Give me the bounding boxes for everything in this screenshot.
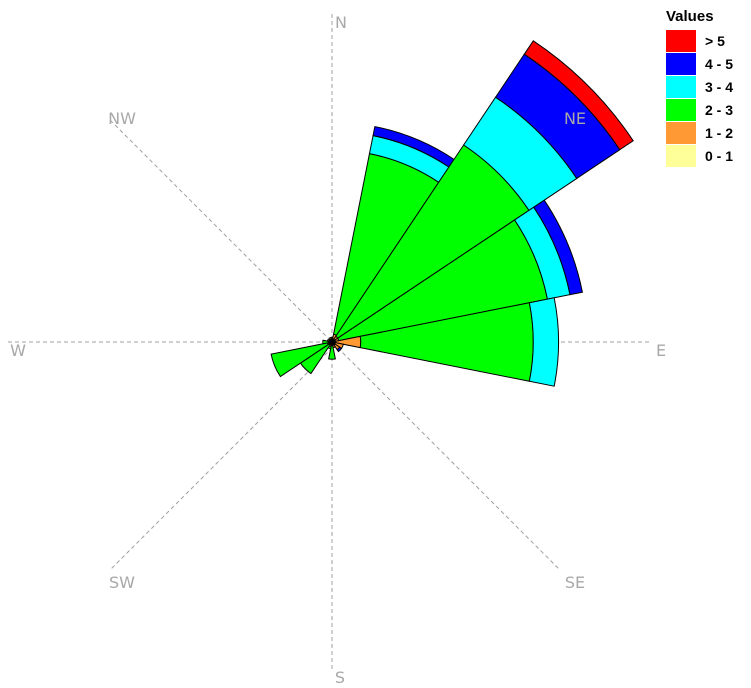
legend-swatch	[666, 144, 696, 167]
legend-swatch	[666, 52, 696, 75]
legend: Values > 5 4 - 5 3 - 4 2 - 3 1 - 2 0 - 1	[666, 8, 733, 167]
direction-labels: N NE E SE S SW W NW	[10, 13, 666, 687]
legend-label: 4 - 5	[705, 55, 734, 72]
legend-swatch	[666, 98, 696, 121]
direction-label-ne: NE	[564, 109, 586, 128]
direction-label-s: S	[335, 668, 345, 687]
direction-label-n: N	[335, 13, 347, 32]
legend-title: Values	[666, 8, 714, 25]
direction-label-nw: NW	[108, 109, 136, 128]
direction-label-se: SE	[565, 573, 585, 592]
legend-item: > 5	[666, 29, 733, 52]
legend-item: 4 - 5	[666, 52, 733, 75]
petal-segment	[328, 344, 336, 360]
legend-items: > 5 4 - 5 3 - 4 2 - 3 1 - 2 0 - 1	[666, 29, 733, 167]
legend-item: 2 - 3	[666, 98, 733, 121]
legend-swatch	[666, 75, 696, 98]
petal-segment	[328, 336, 333, 341]
direction-label-sw: SW	[109, 573, 135, 592]
legend-label: 2 - 3	[705, 101, 734, 118]
legend-item: 1 - 2	[666, 121, 733, 144]
petal-segment	[326, 338, 331, 343]
rose-petals	[270, 40, 634, 387]
petal-segment	[528, 297, 560, 387]
legend-label: 1 - 2	[705, 124, 734, 141]
legend-label: > 5	[705, 32, 725, 49]
legend-swatch	[666, 29, 696, 52]
legend-item: 0 - 1	[666, 144, 733, 167]
legend-label: 0 - 1	[705, 147, 734, 164]
petal-segment	[523, 40, 634, 151]
legend-item: 3 - 4	[666, 75, 733, 98]
petal-segment	[533, 199, 583, 296]
petal-segment	[270, 342, 329, 378]
legend-label: 3 - 4	[705, 78, 734, 95]
direction-label-w: W	[10, 341, 26, 360]
direction-label-e: E	[656, 341, 666, 360]
petal-segment	[336, 346, 343, 353]
legend-swatch	[666, 121, 696, 144]
